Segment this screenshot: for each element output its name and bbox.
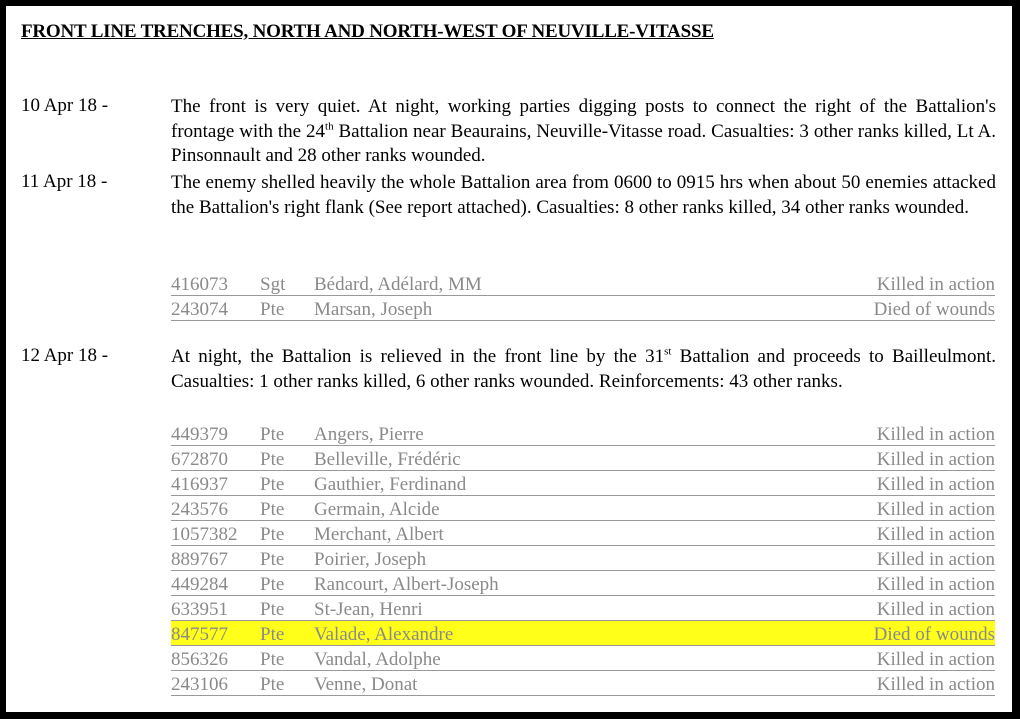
casualty-number: 416073 [171,274,228,295]
casualty-status: Killed in action [876,549,995,570]
casualty-list: 449379 Pte Angers, Pierre Killed in action 6… [171,421,995,696]
casualty-row: 672870 Pte Belleville, Frédéric Killed in a… [171,446,995,471]
casualty-row: 416937 Pte Gauthier, Ferdinand Killed in ac… [171,471,995,496]
casualty-rank: Pte [260,299,285,320]
entry-date: 11 Apr 18 - [21,171,108,192]
casualty-status: Killed in action [876,649,995,670]
casualty-status: Killed in action [876,599,995,620]
entry-date: 12 Apr 18 - [21,345,109,366]
casualty-number: 856326 [171,649,228,670]
text-part: At night, the Battalion is relieved in t… [171,346,665,367]
casualty-rank: Pte [260,649,285,670]
casualty-name: St-Jean, Henri [314,599,423,620]
casualty-row: 416073 Sgt Bédard, Adélard, MM Killed in ac… [171,271,995,296]
casualty-rank: Sgt [260,274,286,295]
casualty-status: Killed in action [876,574,995,595]
superscript: th [325,120,334,133]
casualty-rank: Pte [260,574,285,595]
casualty-name: Valade, Alexandre [314,624,454,645]
casualty-rank: Pte [260,424,285,445]
casualty-number: 889767 [171,549,228,570]
casualty-row: 889767 Pte Poirier, Joseph Killed in action [171,546,995,571]
text-part: Battalion and proceeds to Bailleulmont. … [171,346,996,392]
casualty-row: 243074 Pte Marsan, Joseph Died of wounds [171,296,995,321]
casualty-rank: Pte [260,624,285,645]
casualty-number: 449284 [171,574,228,595]
casualty-rank: Pte [260,674,285,695]
casualty-number: 243106 [171,674,228,695]
casualty-name: Merchant, Albert [314,524,444,545]
casualty-row: 449379 Pte Angers, Pierre Killed in action [171,421,995,446]
casualty-name: Venne, Donat [314,674,418,695]
casualty-name: Germain, Alcide [314,499,440,520]
casualty-rank: Pte [260,524,285,545]
casualty-status: Killed in action [876,424,995,445]
casualty-number: 1057382 [171,524,238,545]
casualty-rank: Pte [260,599,285,620]
page-title: FRONT LINE TRENCHES, NORTH AND NORTH-WES… [21,21,714,42]
casualty-name: Rancourt, Albert-Joseph [314,574,499,595]
casualty-row: 847577 Pte Valade, Alexandre Died of wounds [171,621,995,646]
casualty-name: Gauthier, Ferdinand [314,474,467,495]
casualty-number: 416937 [171,474,228,495]
entry-text: The enemy shelled heavily the whole Batt… [171,172,996,218]
casualty-status: Killed in action [876,524,995,545]
entry-text: At night, the Battalion is relieved in t… [171,345,996,394]
document-page: FRONT LINE TRENCHES, NORTH AND NORTH-WES… [6,6,1012,712]
casualty-name: Bédard, Adélard, MM [314,274,482,295]
casualty-list: 416073 Sgt Bédard, Adélard, MM Killed in ac… [171,271,995,321]
casualty-number: 633951 [171,599,228,620]
casualty-status: Died of wounds [873,299,995,320]
casualty-name: Poirier, Joseph [314,549,427,570]
casualty-rank: Pte [260,449,285,470]
casualty-status: Killed in action [876,499,995,520]
casualty-number: 243074 [171,299,228,320]
casualty-number: 449379 [171,424,228,445]
casualty-rank: Pte [260,474,285,495]
casualty-name: Belleville, Frédéric [314,449,461,470]
casualty-row: 243576 Pte Germain, Alcide Killed in action [171,496,995,521]
casualty-rank: Pte [260,549,285,570]
casualty-row: 633951 Pte St-Jean, Henri Killed in action [171,596,995,621]
text-part: Battalion near Beaurains, Neuville-Vitas… [171,120,996,167]
superscript: st [664,345,672,358]
casualty-status: Killed in action [876,274,995,295]
casualty-row: 856326 Pte Vandal, Adolphe Killed in action [171,646,995,671]
text-part: The front is very quiet. At night, worki… [171,96,996,142]
casualty-name: Vandal, Adolphe [314,649,441,670]
casualty-number: 672870 [171,449,228,470]
casualty-number: 847577 [171,624,228,645]
entry-date: 10 Apr 18 - [21,95,109,116]
casualty-row: 243106 Pte Venne, Donat Killed in action [171,671,995,696]
casualty-status: Died of wounds [873,624,995,645]
casualty-name: Marsan, Joseph [314,299,433,320]
casualty-name: Angers, Pierre [314,424,424,445]
casualty-rank: Pte [260,499,285,520]
casualty-row: 449284 Pte Rancourt, Albert-Joseph Killed i… [171,571,995,596]
casualty-status: Killed in action [876,674,995,695]
casualty-row: 1057382 Pte Merchant, Albert Killed in acti… [171,521,995,546]
entry-text: The front is very quiet. At night, worki… [171,95,996,169]
casualty-status: Killed in action [876,474,995,495]
casualty-number: 243576 [171,499,228,520]
casualty-status: Killed in action [876,449,995,470]
